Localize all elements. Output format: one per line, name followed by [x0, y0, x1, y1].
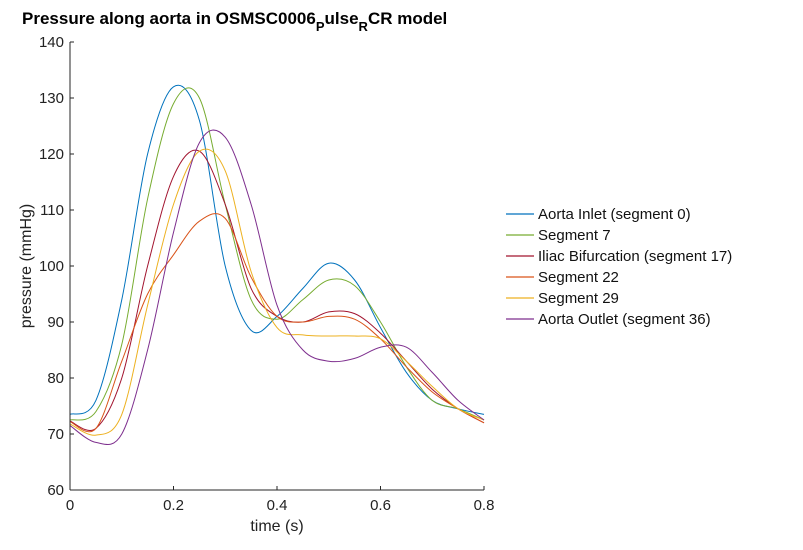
- plot-background: [70, 42, 484, 490]
- y-tick-label: 80: [47, 370, 64, 387]
- legend-label-1: Segment 7: [538, 227, 611, 244]
- y-tick-label: 100: [39, 258, 64, 275]
- plot-area: [70, 42, 484, 490]
- chart-title: Pressure along aorta in OSMSC0006PulseRC…: [22, 9, 447, 34]
- x-tick-label: 0.6: [370, 497, 391, 514]
- x-tick-label: 0.8: [474, 497, 495, 514]
- y-tick-label: 140: [39, 34, 64, 51]
- y-tick-label: 90: [47, 314, 64, 331]
- title-sub-r: R: [359, 19, 369, 34]
- legend-label-5: Aorta Outlet (segment 36): [538, 311, 711, 328]
- legend-label-3: Segment 22: [538, 269, 619, 286]
- title-suffix: CR model: [368, 9, 447, 28]
- series-line-4: [69, 148, 485, 436]
- title-sub-p: P: [316, 19, 325, 34]
- x-tick-label: 0: [66, 497, 74, 514]
- y-tick-label: 70: [47, 426, 64, 443]
- y-tick-label: 110: [40, 202, 64, 219]
- legend-label-4: Segment 29: [538, 290, 619, 307]
- axes-layer: 0 0.2 0.4 0.6 0.8 60 70 80 90 100 110 120 130 140: [39, 34, 494, 514]
- legend: Aorta Inlet (segment 0) Segment 7 Iliac Bi…: [506, 206, 732, 328]
- legend-label-2: Iliac Bifurcation (segment 17): [538, 248, 732, 265]
- x-axis-label: time (s): [250, 518, 303, 535]
- x-tick-label: 0.2: [163, 497, 184, 514]
- series-line-3: [69, 213, 485, 433]
- series-line-5: [69, 129, 485, 445]
- y-tick-label: 120: [39, 146, 64, 163]
- series-layer: [69, 84, 485, 445]
- y-tick-label: 60: [47, 482, 64, 499]
- x-tick-label: 0.4: [267, 497, 288, 514]
- title-prefix: Pressure along aorta in OSMSC0006: [22, 9, 316, 28]
- title-mid: ulse: [325, 9, 359, 28]
- legend-label-0: Aorta Inlet (segment 0): [538, 206, 691, 223]
- y-tick-label: 130: [39, 90, 64, 107]
- y-axis-label: pressure (mmHg): [18, 204, 35, 328]
- series-line-0: [69, 84, 485, 415]
